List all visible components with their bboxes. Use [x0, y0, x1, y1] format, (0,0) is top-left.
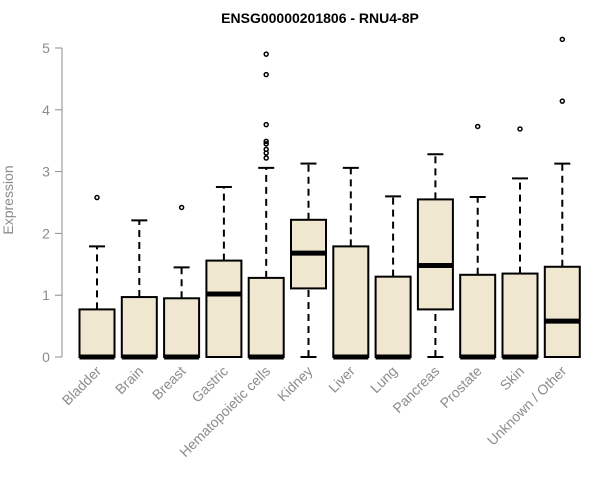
y-tick-label: 0 [42, 349, 50, 365]
outlier-point [559, 98, 566, 104]
iqr-box [501, 272, 539, 359]
iqr-box [247, 276, 285, 358]
iqr-box [163, 297, 201, 359]
x-category-label: Liver [325, 363, 358, 396]
x-category-label: Pancreas [389, 363, 442, 416]
boxes [78, 36, 581, 360]
outlier-point [94, 194, 100, 201]
box-breast [163, 204, 201, 360]
y-axis-label: Expression [0, 165, 16, 234]
outlier-point [263, 141, 269, 147]
y-tick-label: 5 [42, 40, 50, 56]
iqr-box [543, 265, 581, 358]
x-category-label: Prostate [437, 363, 485, 411]
outlier-point [263, 138, 269, 145]
y-tick-label: 2 [42, 225, 50, 241]
box-bladder [78, 194, 116, 360]
iqr-box [459, 273, 497, 358]
outlier-point [178, 204, 185, 211]
box-kidney [290, 162, 327, 358]
iqr-box [78, 308, 116, 358]
iqr-box [205, 259, 243, 359]
outlier-point [263, 51, 269, 57]
outlier-point [263, 155, 269, 161]
x-category-label: Bladder [59, 363, 105, 409]
x-category-label: Brain [112, 363, 146, 397]
iqr-box [332, 245, 370, 359]
box-gastric [205, 186, 243, 359]
y-tick-label: 1 [42, 287, 50, 303]
outlier-point [517, 126, 523, 132]
box-skin [501, 126, 539, 360]
x-category-label: Breast [149, 363, 189, 403]
x-category-label: Lung [367, 363, 400, 396]
box-hematopoietic-cells [247, 51, 285, 360]
box-lung [374, 195, 412, 360]
x-category-label: Skin [497, 363, 528, 394]
chart-title: ENSG00000201806 - RNU4-8P [221, 10, 419, 26]
iqr-box [374, 275, 412, 358]
outlier-point [559, 36, 566, 43]
outlier-point [263, 146, 269, 153]
y-tick-label: 4 [42, 102, 50, 118]
x-category-label: Unknown / Other [484, 363, 570, 449]
axes: 0 1 2 3 4 5 [42, 40, 63, 365]
box-unknown-other [543, 36, 581, 358]
outlier-point [474, 123, 481, 130]
iqr-box [120, 296, 158, 358]
y-tick-label: 3 [42, 164, 50, 180]
box-liver [332, 166, 370, 360]
box-brain [120, 219, 158, 360]
x-category-label: Kidney [274, 363, 316, 405]
outlier-point [263, 121, 269, 128]
iqr-box [416, 198, 454, 311]
box-prostate [459, 123, 497, 360]
outlier-point [263, 71, 269, 78]
box-pancreas [416, 153, 454, 358]
